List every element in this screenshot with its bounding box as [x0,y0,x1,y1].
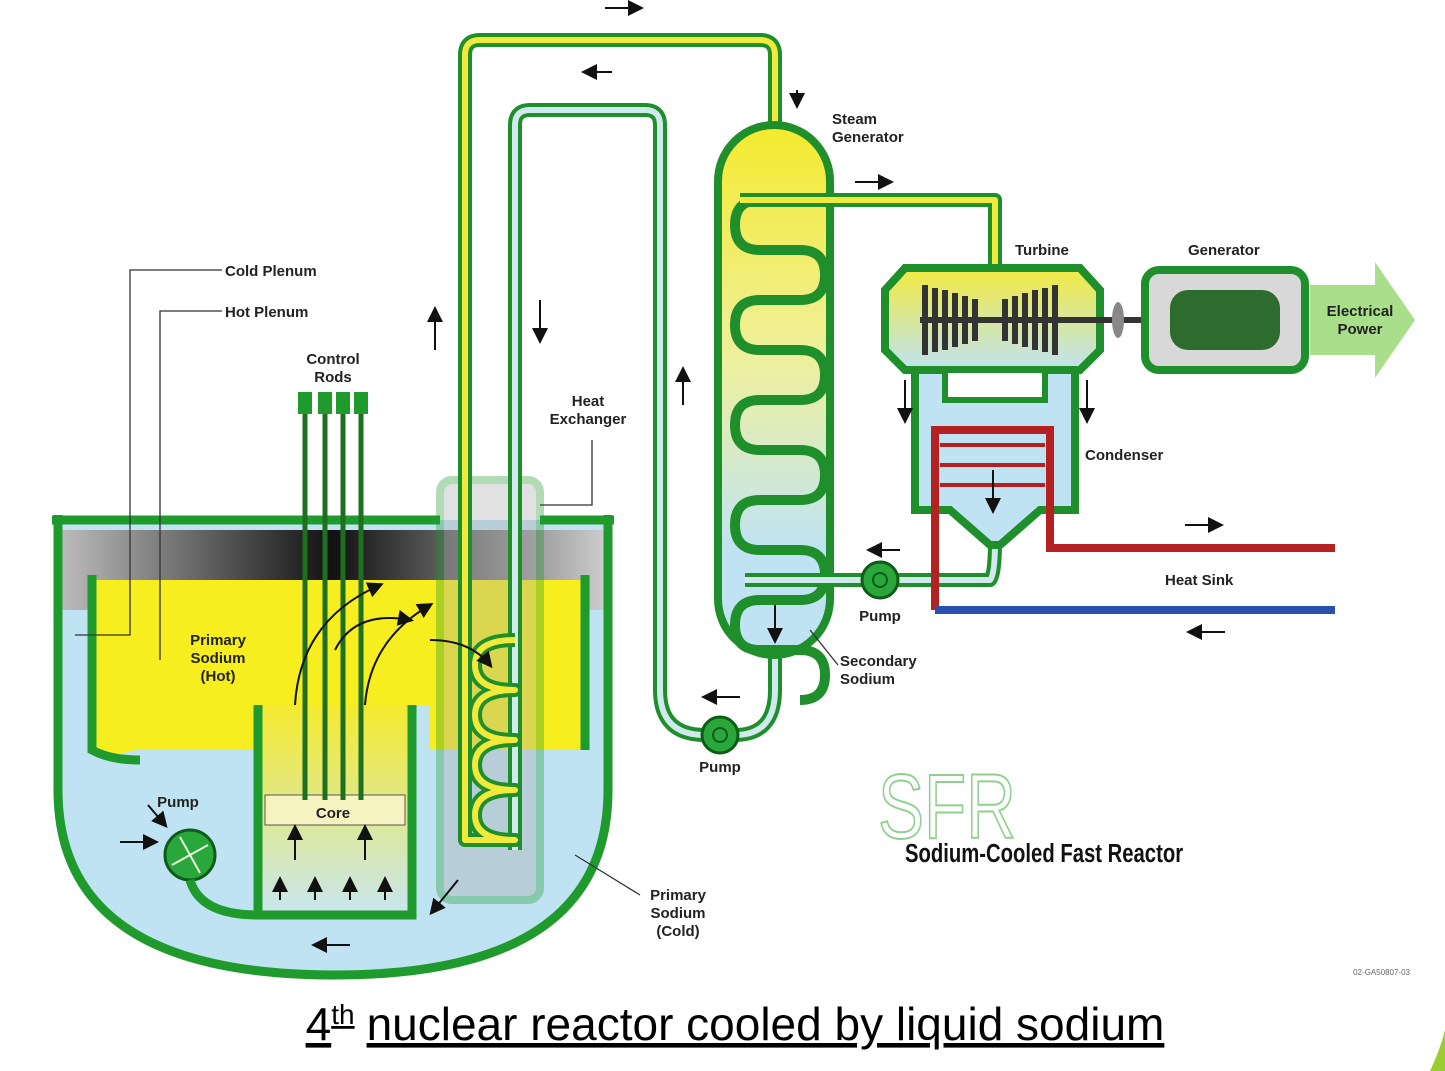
label: Sodium [840,671,895,688]
label: Heat [572,393,605,410]
drawing-id: 02-GA50807-03 [1353,968,1410,977]
label: Hot Plenum [225,304,308,321]
primary-pump [163,828,259,920]
label: Power [1337,321,1382,338]
leader-lines [75,269,839,896]
label: Control [306,351,359,368]
steam-generator [700,121,995,755]
label: Sodium [651,905,706,922]
label: Primary [650,887,707,904]
label: Primary [190,632,247,649]
turbine [881,264,1150,374]
labels: Cold Plenum Hot Plenum Control Rods Heat… [157,111,1393,940]
flow-arrows [120,0,1225,953]
label: Turbine [1015,242,1069,259]
control-rods [298,392,368,800]
piping [458,40,775,850]
reactor-vessel [52,476,614,980]
generator [1141,262,1415,378]
label: Electrical [1327,303,1394,320]
label: Generator [1188,242,1260,259]
logo-acronym: SFR [878,755,1016,858]
corner-decoration [1430,1030,1445,1071]
label: Exchanger [550,411,627,428]
condenser [911,366,1335,614]
label: Cold Plenum [225,263,317,280]
label: (Cold) [656,923,699,940]
logo-name: Sodium-Cooled Fast Reactor [905,839,1183,868]
label: Rods [314,369,352,386]
label: Steam [832,111,877,128]
caption-superscript: th [331,999,354,1030]
label: Pump [859,608,901,625]
label: Sodium [191,650,246,667]
label: Pump [157,794,199,811]
logo: SFR Sodium-Cooled Fast Reactor [877,755,1183,868]
label: Condenser [1085,447,1164,464]
label: Pump [699,759,741,776]
label: Generator [832,129,904,146]
label: Core [316,805,350,822]
caption: 4th nuclear reactor cooled by liquid sodi… [306,998,1165,1050]
label: Heat Sink [1165,572,1234,589]
label: (Hot) [201,668,236,685]
caption-number: 4 [306,998,332,1050]
caption-text: nuclear reactor cooled by liquid sodium [367,998,1165,1050]
label: Secondary [840,653,917,670]
